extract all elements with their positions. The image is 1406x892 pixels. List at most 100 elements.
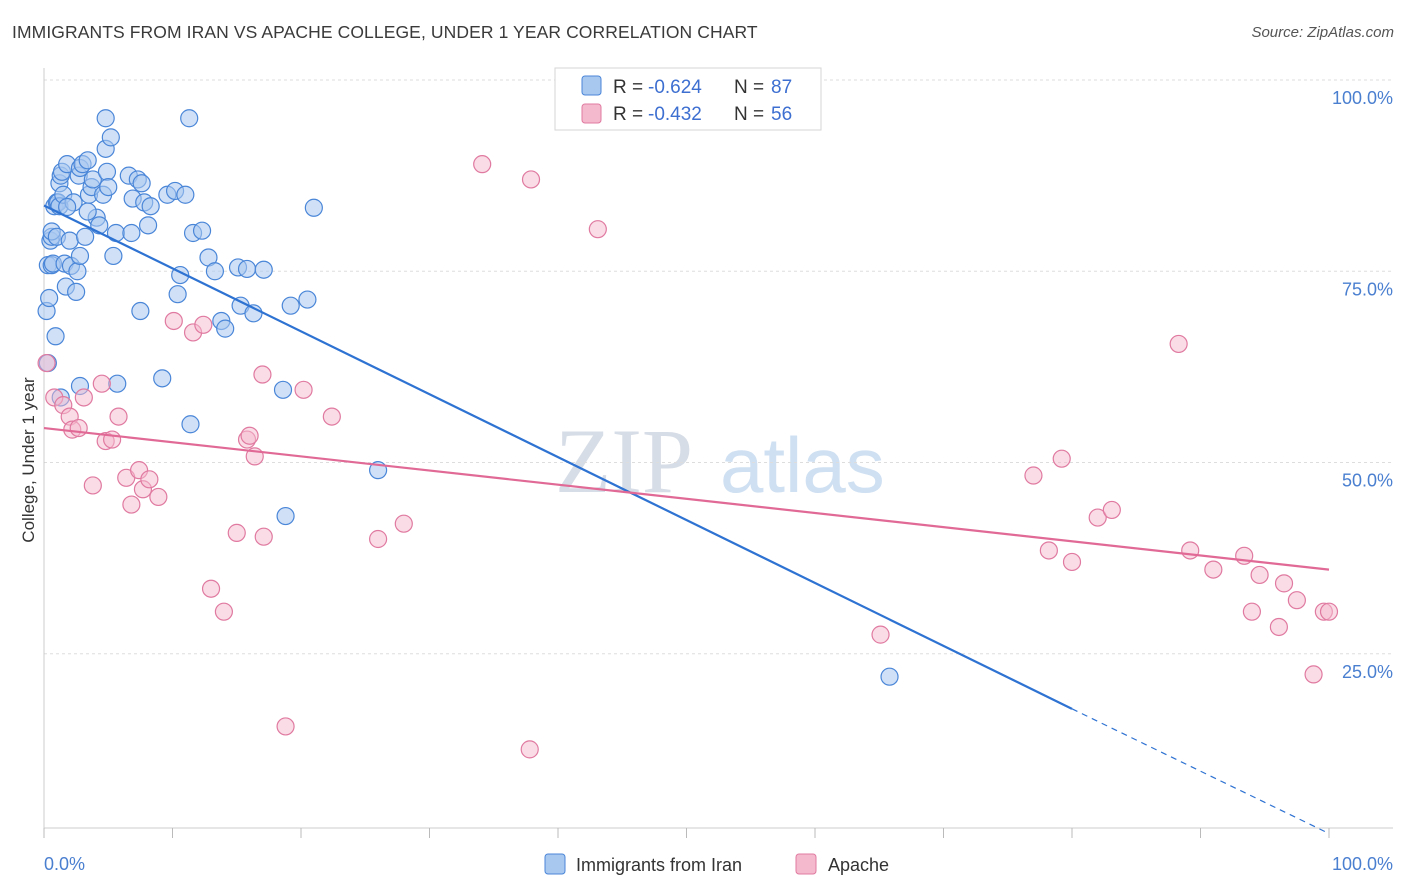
y-tick-label: 50.0% (1342, 471, 1393, 491)
apache-point (83, 476, 102, 495)
iran-point (78, 151, 97, 170)
stats-r-label-iran: R = (613, 77, 643, 98)
x-tick-label: 0.0% (44, 854, 85, 874)
apache-point (194, 315, 213, 334)
apache-point (1242, 602, 1262, 621)
apache-point (122, 495, 141, 514)
iran-point (83, 170, 102, 189)
axes (43, 68, 1393, 829)
iran-point (99, 178, 118, 197)
stats-n-value-iran: 87 (771, 77, 792, 98)
iran-point (101, 128, 120, 147)
iran-point (104, 246, 123, 266)
grid-lines (44, 79, 1393, 655)
y-tick-label: 100.0% (1332, 88, 1393, 108)
apache-point (521, 170, 541, 189)
apache-point (1024, 466, 1043, 485)
apache-point (1052, 449, 1071, 468)
iran-point (97, 162, 117, 181)
iran-point (281, 296, 300, 315)
iran-point (205, 262, 225, 281)
chart-title: IMMIGRANTS FROM IRAN VS APACHE COLLEGE, … (12, 22, 758, 42)
stats-n-value-apache: 56 (771, 104, 792, 125)
iran-point (40, 288, 59, 308)
iran-point (138, 216, 158, 235)
apache-point (37, 353, 56, 373)
iran-trend-extension (1071, 708, 1330, 835)
iran-point (70, 246, 90, 266)
apache-point (1169, 334, 1188, 354)
apache-point (227, 523, 246, 542)
apache-point (74, 388, 93, 407)
stats-r-value-iran: -0.624 (648, 77, 702, 98)
apache-point (1204, 560, 1223, 579)
iran-point (76, 227, 95, 246)
apache-point (109, 407, 128, 426)
series-iran-points (37, 109, 899, 686)
iran-point (122, 223, 141, 243)
apache-point (394, 514, 413, 533)
apache-point (253, 365, 272, 384)
iran-point (168, 285, 187, 304)
apache-point (214, 602, 233, 621)
x-tick-label: 100.0% (1332, 854, 1393, 874)
y-axis-label: College, Under 1 year (19, 377, 38, 543)
apache-trend-line (43, 426, 1330, 571)
iran-point (216, 319, 235, 338)
iran-point (132, 174, 151, 193)
stats-n-label-iran: N = (734, 77, 764, 98)
iran-point (108, 374, 127, 393)
x-ticks: 0.0% 100.0% (43, 828, 1393, 874)
iran-point (46, 327, 65, 346)
apache-point (1088, 508, 1107, 527)
iran-trend-line (43, 204, 1073, 710)
iran-point (60, 231, 79, 250)
legend-label-apache: Apache (828, 855, 889, 875)
stats-legend-swatch-apache (581, 103, 602, 124)
apache-point (520, 740, 539, 759)
iran-point (96, 109, 115, 128)
apache-point (149, 487, 168, 507)
apache-point (1287, 591, 1306, 610)
iran-point (68, 262, 87, 281)
apache-point (164, 311, 183, 331)
apache-point (294, 380, 313, 399)
watermark-atlas: atlas (720, 421, 885, 509)
iran-point (78, 202, 97, 221)
apache-point (1039, 541, 1058, 560)
apache-point (201, 579, 221, 598)
apache-point (240, 426, 259, 445)
apache-point (69, 418, 88, 438)
apache-point (369, 529, 388, 549)
stats-r-label-apache: R = (613, 104, 643, 125)
stats-legend: R = -0.624 N = 87 R = -0.432 N = 56 (554, 67, 822, 131)
apache-point (1319, 602, 1339, 621)
iran-point (273, 380, 293, 399)
iran-point (254, 260, 273, 279)
y-tick-label: 75.0% (1342, 279, 1393, 299)
iran-point (153, 369, 172, 388)
y-tick-label: 25.0% (1342, 662, 1393, 682)
apache-point (1274, 574, 1294, 593)
apache-point (1062, 552, 1082, 572)
apache-point (473, 155, 492, 174)
y-tick-labels: 100.0% 75.0% 50.0% 25.0% (1332, 88, 1393, 682)
series-legend: Immigrants from Iran Apache (544, 853, 889, 875)
iran-point (141, 197, 160, 216)
apache-point (322, 407, 341, 426)
apache-point (1181, 541, 1200, 560)
iran-point (181, 415, 200, 434)
apache-point (103, 430, 122, 449)
legend-label-iran: Immigrants from Iran (576, 855, 742, 875)
legend-swatch-apache (795, 853, 817, 875)
apache-point (276, 717, 295, 736)
stats-r-value-apache: -0.432 (648, 104, 702, 125)
trend-lines (43, 204, 1330, 835)
apache-point (871, 625, 890, 644)
legend-swatch-iran (544, 853, 566, 875)
stats-legend-swatch-iran (581, 75, 602, 96)
apache-point (1269, 617, 1288, 637)
apache-point (1102, 500, 1121, 520)
iran-point (276, 506, 295, 526)
